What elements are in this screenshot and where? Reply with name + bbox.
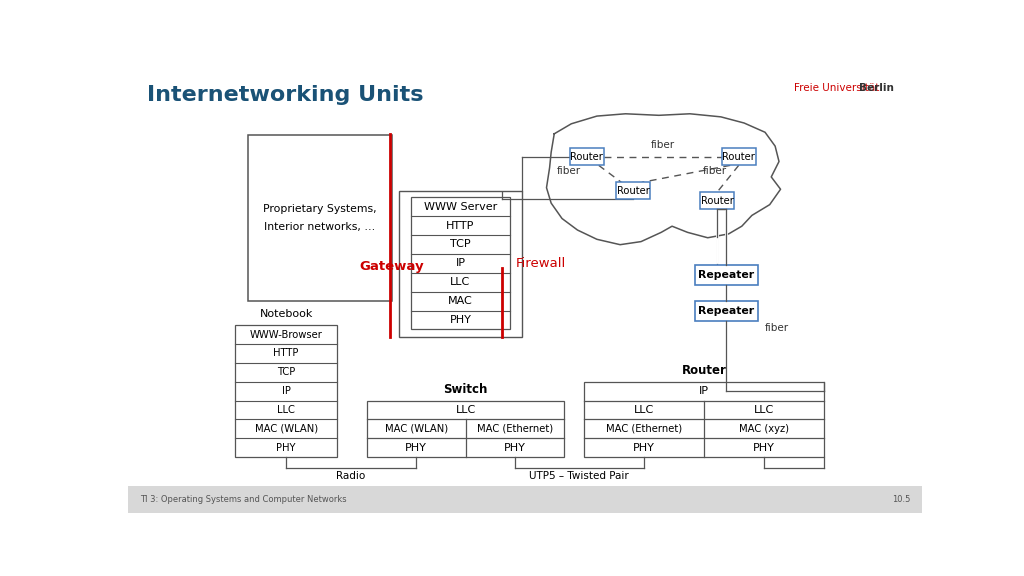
- Text: LLC: LLC: [451, 277, 471, 287]
- Text: PHY: PHY: [450, 315, 471, 325]
- Text: IP: IP: [456, 259, 466, 268]
- Text: fiber: fiber: [556, 166, 581, 176]
- Text: MAC: MAC: [449, 296, 473, 306]
- Text: Gateway: Gateway: [359, 260, 424, 273]
- Text: IP: IP: [282, 386, 291, 396]
- Text: PHY: PHY: [504, 443, 526, 453]
- FancyBboxPatch shape: [700, 192, 734, 209]
- Text: MAC (xyz): MAC (xyz): [739, 424, 788, 434]
- Text: Firewall: Firewall: [515, 257, 565, 270]
- Text: WWW Server: WWW Server: [424, 202, 497, 212]
- Text: Router: Router: [570, 152, 603, 162]
- Text: Router: Router: [681, 365, 726, 377]
- Text: LLC: LLC: [278, 405, 295, 415]
- Text: Router: Router: [700, 196, 733, 206]
- Text: WWW-Browser: WWW-Browser: [250, 329, 323, 340]
- FancyBboxPatch shape: [248, 135, 391, 301]
- Text: Router: Router: [722, 152, 755, 162]
- Text: MAC (WLAN): MAC (WLAN): [255, 424, 317, 434]
- Text: fiber: fiber: [764, 323, 788, 333]
- Text: Switch: Switch: [443, 383, 487, 396]
- Text: Notebook: Notebook: [259, 309, 312, 319]
- FancyBboxPatch shape: [722, 149, 756, 165]
- Text: LLC: LLC: [754, 405, 774, 415]
- FancyBboxPatch shape: [234, 325, 337, 457]
- FancyBboxPatch shape: [411, 198, 510, 329]
- Text: LLC: LLC: [634, 405, 654, 415]
- Text: PHY: PHY: [276, 443, 296, 453]
- Text: 10.5: 10.5: [892, 495, 910, 504]
- FancyBboxPatch shape: [367, 400, 564, 457]
- Text: PHY: PHY: [753, 443, 775, 453]
- Text: HTTP: HTTP: [273, 348, 299, 358]
- Text: MAC (Ethernet): MAC (Ethernet): [606, 424, 682, 434]
- Text: TCP: TCP: [276, 367, 295, 377]
- FancyBboxPatch shape: [569, 149, 604, 165]
- Text: fiber: fiber: [703, 166, 727, 176]
- Text: Radio: Radio: [337, 471, 366, 482]
- Text: Freie Universität: Freie Universität: [795, 82, 880, 93]
- Text: LLC: LLC: [456, 405, 475, 415]
- Text: Interior networks, …: Interior networks, …: [264, 222, 376, 232]
- Text: Repeater: Repeater: [698, 271, 755, 281]
- Text: Berlin: Berlin: [859, 82, 894, 93]
- FancyBboxPatch shape: [694, 301, 758, 321]
- Text: fiber: fiber: [650, 141, 675, 150]
- Text: Internetworking Units: Internetworking Units: [147, 85, 424, 105]
- Text: Proprietary Systems,: Proprietary Systems,: [263, 204, 377, 214]
- FancyBboxPatch shape: [694, 266, 758, 286]
- Text: Repeater: Repeater: [698, 306, 755, 316]
- Text: Router: Router: [616, 186, 650, 196]
- Text: HTTP: HTTP: [446, 221, 475, 230]
- Bar: [128, 487, 922, 513]
- Text: UTP5 – Twisted Pair: UTP5 – Twisted Pair: [529, 471, 629, 482]
- Text: PHY: PHY: [633, 443, 654, 453]
- Text: PHY: PHY: [406, 443, 427, 453]
- Text: MAC (Ethernet): MAC (Ethernet): [477, 424, 553, 434]
- Text: IP: IP: [698, 386, 709, 396]
- FancyBboxPatch shape: [616, 183, 650, 199]
- Text: MAC (WLAN): MAC (WLAN): [385, 424, 447, 434]
- FancyBboxPatch shape: [584, 382, 824, 457]
- Text: TI 3: Operating Systems and Computer Networks: TI 3: Operating Systems and Computer Net…: [139, 495, 346, 504]
- Text: TCP: TCP: [451, 240, 471, 249]
